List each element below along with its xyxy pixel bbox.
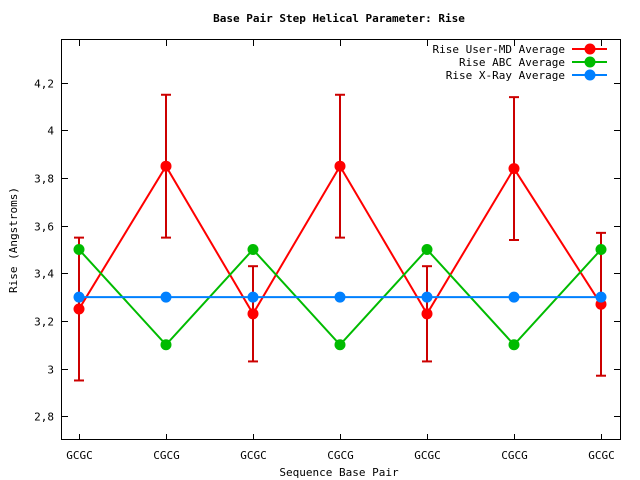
data-point (160, 339, 172, 351)
legend-marker (584, 69, 596, 81)
data-point (508, 339, 520, 351)
x-tick-label: GCGC (66, 449, 93, 462)
data-point (160, 291, 172, 303)
x-tick-label: GCGC (588, 449, 615, 462)
data-point (421, 308, 433, 320)
series-0 (73, 93, 607, 382)
x-axis: GCGC CGCG GCGC CGCG GCGC CGCG GCGC (66, 40, 615, 462)
data-point (73, 244, 85, 256)
y-tick-label: 4 (47, 125, 54, 138)
y-tick-label: 3,2 (34, 316, 54, 329)
x-tick-label: GCGC (240, 449, 267, 462)
data-point (334, 339, 346, 351)
data-point (595, 291, 607, 303)
data-point (508, 163, 520, 175)
legend-marker (584, 56, 596, 68)
y-tick-label: 3,6 (34, 221, 54, 234)
chart-title: Base Pair Step Helical Parameter: Rise (213, 12, 465, 25)
data-point (334, 160, 346, 172)
x-tick-label: CGCG (501, 449, 528, 462)
legend-label: Rise ABC Average (459, 56, 565, 69)
series-layer (73, 93, 607, 382)
data-point (421, 244, 433, 256)
series-2 (73, 291, 607, 303)
data-point (73, 303, 85, 315)
data-point (160, 160, 172, 172)
x-tick-label: CGCG (153, 449, 180, 462)
x-axis-label: Sequence Base Pair (279, 466, 399, 479)
y-tick-label: 2,8 (34, 411, 54, 424)
data-point (247, 308, 259, 320)
y-tick-label: 3,4 (34, 268, 54, 281)
data-point (247, 244, 259, 256)
y-axis: 2,8 3 3,2 3,4 3,6 3,8 4 4,2 (34, 78, 620, 424)
y-tick-label: 4,2 (34, 78, 54, 91)
data-point (73, 291, 85, 303)
legend-label: Rise X-Ray Average (446, 69, 565, 82)
data-point (421, 291, 433, 303)
legend-label: Rise User-MD Average (433, 43, 565, 56)
data-point (595, 244, 607, 256)
data-point (508, 291, 520, 303)
x-tick-label: CGCG (327, 449, 354, 462)
legend-marker (584, 43, 596, 55)
y-tick-label: 3,8 (34, 173, 54, 186)
data-point (247, 291, 259, 303)
y-axis-label: Rise (Angstroms) (7, 187, 20, 293)
series-1 (73, 244, 607, 351)
data-point (334, 291, 346, 303)
y-tick-label: 3 (47, 364, 54, 377)
x-tick-label: GCGC (414, 449, 441, 462)
